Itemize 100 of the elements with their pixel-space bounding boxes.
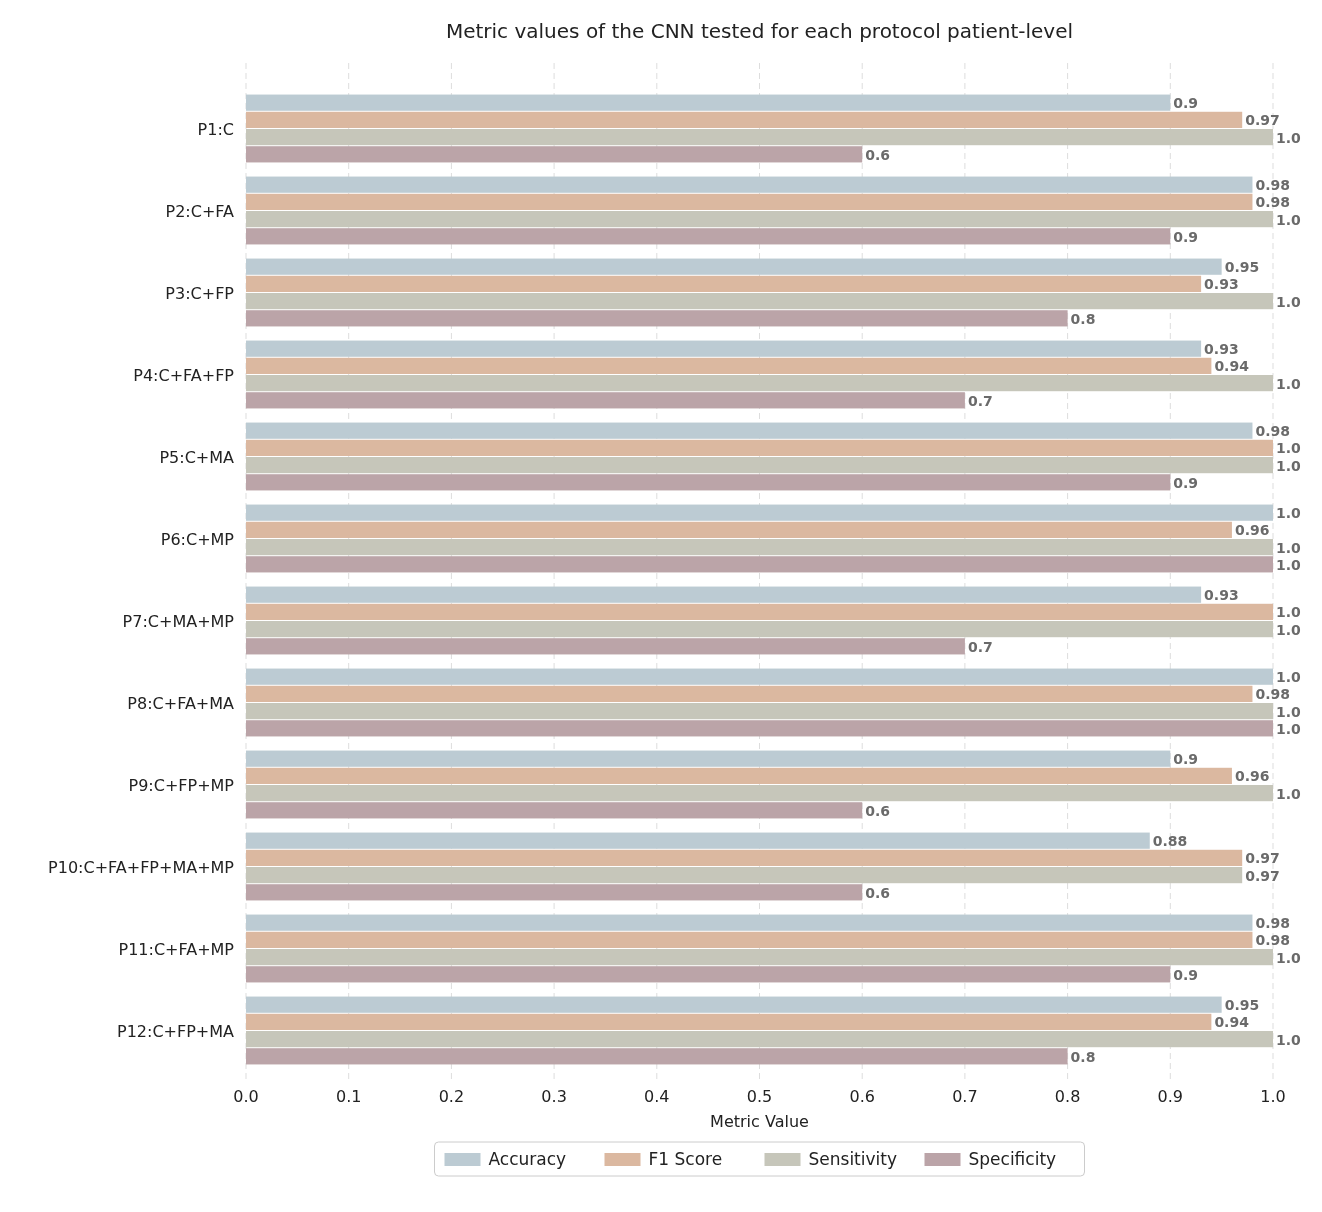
- bar: [246, 556, 1273, 573]
- y-tick-label: P7:C+MA+MP: [122, 611, 235, 631]
- bar: [246, 996, 1222, 1013]
- bar: [246, 111, 1243, 128]
- data-label: 0.6: [865, 802, 891, 819]
- bar: [246, 340, 1202, 357]
- data-label: 0.98: [1255, 686, 1291, 703]
- data-label: 1.0: [1276, 604, 1302, 621]
- bar: [246, 94, 1171, 111]
- data-label: 1.0: [1276, 1031, 1302, 1048]
- legend-label: F1 Score: [648, 1148, 723, 1169]
- bar: [246, 785, 1273, 802]
- y-tick-label: P11:C+FA+MP: [118, 939, 235, 959]
- bar: [246, 474, 1171, 491]
- x-axis-title: Metric Value: [710, 1112, 809, 1131]
- data-label: 0.94: [1214, 1014, 1250, 1031]
- bar: [246, 884, 863, 901]
- legend-label: Sensitivity: [808, 1148, 898, 1169]
- y-tick-label: P5:C+MA: [159, 447, 235, 467]
- bar: [246, 767, 1232, 784]
- bar: [246, 668, 1273, 685]
- bar: [246, 539, 1273, 556]
- data-label: 1.0: [1276, 375, 1302, 392]
- bar: [246, 310, 1068, 327]
- y-tick-label: P12:C+FP+MA: [117, 1021, 235, 1041]
- bar: [246, 849, 1243, 866]
- x-tick-label: 0.5: [746, 1087, 773, 1106]
- y-tick-label: P10:C+FA+FP+MA+MP: [48, 857, 235, 877]
- data-label: 1.0: [1276, 669, 1302, 686]
- data-label: 0.95: [1224, 997, 1260, 1014]
- x-tick-label: 0.0: [233, 1087, 259, 1106]
- y-tick-label: P1:C: [197, 119, 234, 139]
- y-tick-label: P6:C+MP: [160, 529, 235, 549]
- bar: [246, 750, 1171, 767]
- data-label: 0.9: [1173, 474, 1199, 491]
- x-tick-label: 1.0: [1260, 1087, 1286, 1106]
- bar: [246, 293, 1273, 310]
- bar: [246, 703, 1273, 720]
- bar: [246, 392, 965, 409]
- bar: [246, 720, 1273, 737]
- bar: [246, 457, 1273, 474]
- legend-label: Specificity: [968, 1148, 1057, 1169]
- bar: [246, 1048, 1068, 1065]
- bar: [246, 931, 1253, 948]
- bar: [246, 1031, 1273, 1048]
- bar: [246, 949, 1273, 966]
- data-label: 0.97: [1245, 850, 1280, 867]
- data-label: 1.0: [1276, 505, 1302, 522]
- bar: [246, 375, 1273, 392]
- y-tick-label: P4:C+FA+FP: [133, 365, 235, 385]
- bar: [246, 1013, 1212, 1030]
- bar: [246, 504, 1273, 521]
- bar: [246, 966, 1171, 983]
- bar: [246, 258, 1222, 275]
- data-label: 1.0: [1276, 621, 1302, 638]
- chart-title: Metric values of the CNN tested for each protocol patient-level: [445, 19, 1074, 43]
- bar: [246, 802, 863, 819]
- bar: [246, 357, 1212, 374]
- data-label: 0.6: [865, 884, 891, 901]
- data-label: 0.97: [1245, 867, 1280, 884]
- data-label: 1.0: [1276, 211, 1302, 228]
- data-label: 0.98: [1255, 423, 1291, 440]
- data-label: 0.96: [1234, 768, 1270, 785]
- data-label: 0.7: [967, 392, 993, 409]
- data-label: 0.98: [1255, 194, 1291, 211]
- data-label: 1.0: [1276, 440, 1302, 457]
- data-label: 1.0: [1276, 703, 1302, 720]
- data-label: 1.0: [1276, 293, 1302, 310]
- data-label: 0.95: [1224, 259, 1260, 276]
- x-tick-label: 0.8: [1054, 1087, 1081, 1106]
- data-label: 0.8: [1070, 310, 1096, 327]
- legend-label: Accuracy: [488, 1148, 567, 1169]
- data-label: 0.9: [1173, 966, 1199, 983]
- bar: [246, 146, 863, 163]
- bar: [246, 176, 1253, 193]
- data-label: 0.94: [1214, 358, 1250, 375]
- bar: [246, 832, 1150, 849]
- bar: [246, 685, 1253, 702]
- x-tick-label: 0.4: [644, 1087, 670, 1106]
- bar: [246, 621, 1273, 638]
- data-label: 0.9: [1173, 95, 1199, 112]
- data-label: 0.93: [1204, 276, 1239, 293]
- x-tick-label: 0.7: [952, 1087, 978, 1106]
- bar: [246, 521, 1232, 538]
- bar: [246, 129, 1273, 146]
- data-label: 0.98: [1255, 932, 1291, 949]
- data-label: 1.0: [1276, 539, 1302, 556]
- data-label: 0.93: [1204, 341, 1239, 358]
- data-label: 0.6: [865, 146, 891, 163]
- data-label: 0.7: [967, 638, 993, 655]
- data-label: 0.96: [1234, 522, 1270, 539]
- data-label: 0.93: [1204, 587, 1239, 604]
- data-label: 1.0: [1276, 556, 1302, 573]
- bar: [246, 439, 1273, 456]
- data-label: 1.0: [1276, 785, 1302, 802]
- x-tick-label: 0.2: [438, 1087, 465, 1106]
- bar: [246, 193, 1253, 210]
- bar: [246, 586, 1202, 603]
- y-tick-label: P2:C+FA: [165, 201, 235, 221]
- x-tick-label: 0.6: [849, 1087, 875, 1106]
